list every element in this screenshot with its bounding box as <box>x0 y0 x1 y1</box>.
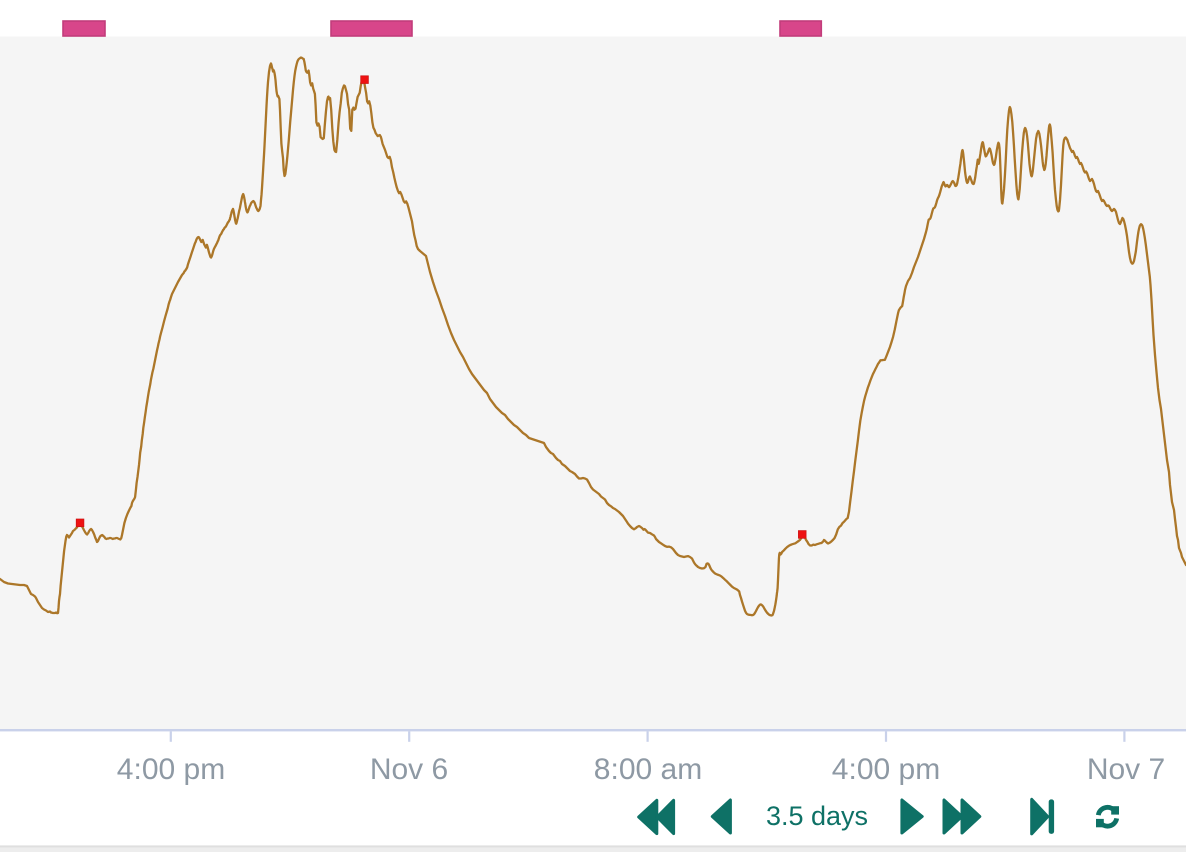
svg-text:4:00 pm: 4:00 pm <box>117 753 225 786</box>
svg-text:Nov 7: Nov 7 <box>1087 753 1165 786</box>
svg-text:Nov 6: Nov 6 <box>370 753 448 786</box>
svg-text:8:00 am: 8:00 am <box>594 753 702 786</box>
svg-text:4:00 pm: 4:00 pm <box>832 753 940 786</box>
svg-text:3.5 days: 3.5 days <box>766 801 868 831</box>
